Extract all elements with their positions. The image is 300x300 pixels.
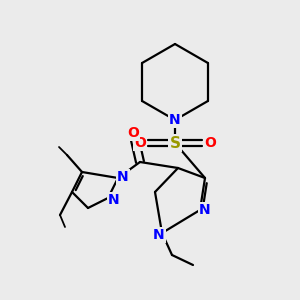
- Text: N: N: [108, 193, 120, 207]
- Text: S: S: [169, 136, 181, 151]
- Text: O: O: [204, 136, 216, 150]
- Text: N: N: [199, 203, 211, 217]
- Text: N: N: [169, 113, 181, 127]
- Text: N: N: [153, 228, 165, 242]
- Text: O: O: [127, 126, 139, 140]
- Text: N: N: [117, 170, 129, 184]
- Text: O: O: [134, 136, 146, 150]
